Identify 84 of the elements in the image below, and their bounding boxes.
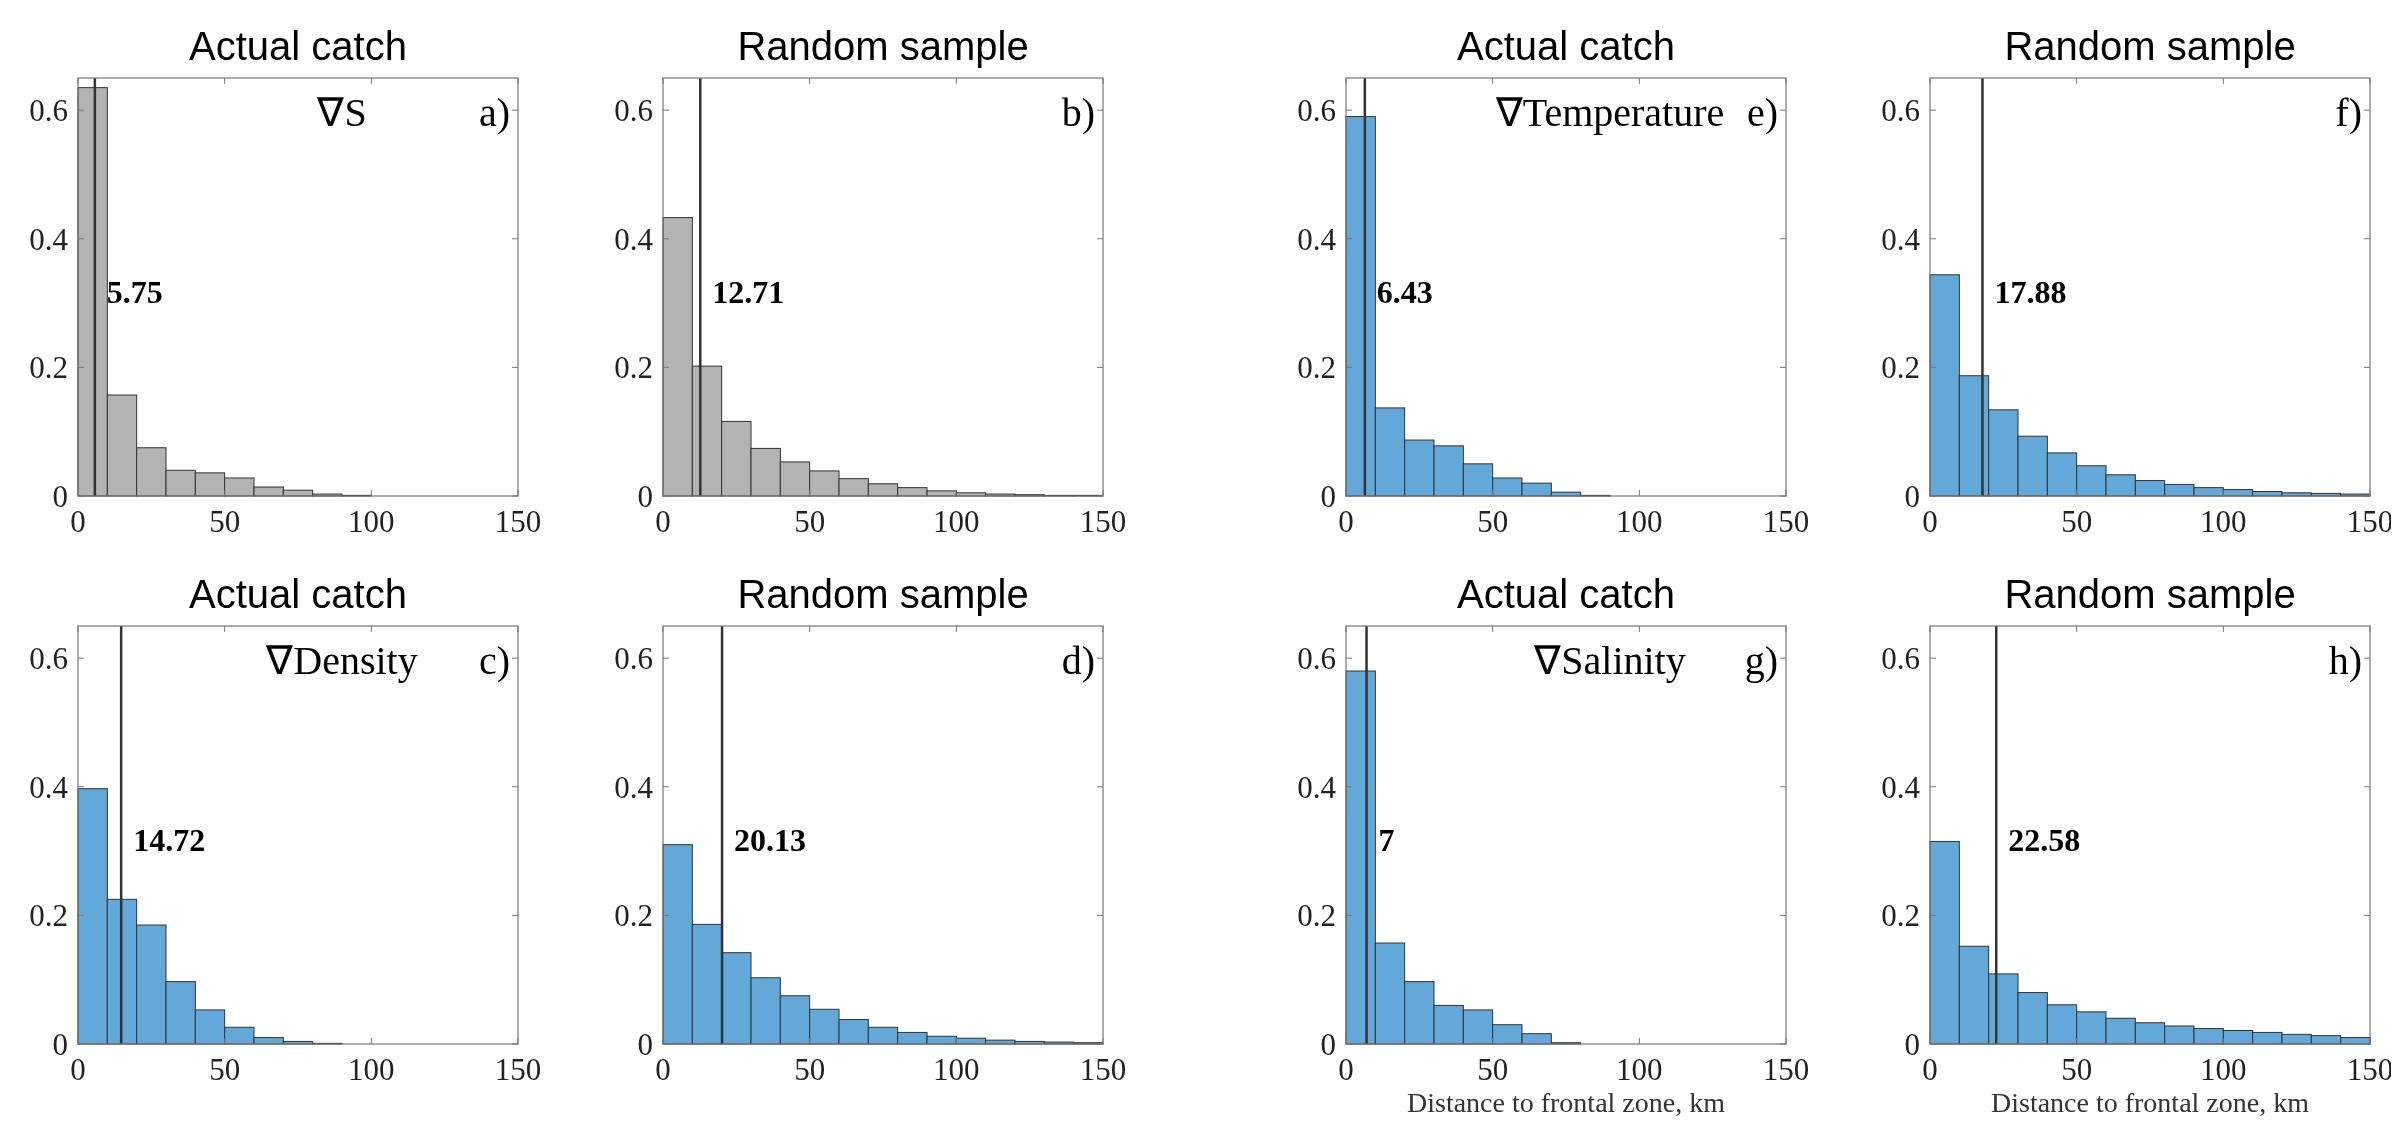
y-tick-label: 0.2 [1297,350,1336,386]
y-tick-label: 0.4 [1297,769,1337,805]
y-tick-label: 0.2 [29,350,68,386]
x-axis-title: Distance to frontal zone, km [1990,1087,2310,1118]
annotation: a) [478,90,510,135]
y-tick-label: 0.6 [1297,93,1336,128]
y-tick-label: 0 [52,1026,68,1062]
annotation: ∇Salinity [1533,638,1686,683]
annotation: ∇Density [265,638,418,683]
annotation: e) [1746,90,1778,135]
x-tick-label: 150 [1762,1052,1810,1087]
x-tick-label: 150 [494,1052,542,1087]
ref-line-label: 20.13 [734,822,807,859]
y-tick-label: 0.2 [1881,898,1920,934]
y-tick-label: 0 [1904,1026,1920,1062]
x-tick-label: 50 [794,504,826,539]
y-tick-label: 0.4 [614,221,654,257]
chart-title: Actual catch [189,24,407,68]
chart-title: Actual catch [1457,572,1675,616]
x-tick-label: 150 [1762,504,1810,539]
y-tick-label: 0.2 [1881,350,1920,386]
x-tick-label: 50 [209,1052,241,1087]
y-tick-label: 0 [637,478,653,514]
ref-line-label: 7 [1378,822,1395,859]
chart-title: Random sample [737,24,1029,68]
x-tick-label: 50 [209,504,241,539]
y-tick-label: 0.6 [29,641,68,676]
x-tick-label: 150 [1079,504,1127,539]
x-tick-label: 100 [2200,1052,2247,1087]
y-tick-label: 0.6 [1297,641,1336,676]
chart-title: Random sample [2004,572,2296,616]
y-tick-label: 0.6 [1881,641,1920,676]
x-tick-label: 50 [794,1052,826,1087]
y-tick-label: 0.6 [1881,93,1920,128]
y-tick-label: 0.4 [1881,221,1921,257]
ref-line-label: 5.75 [106,274,163,311]
y-tick-label: 0 [1320,478,1336,514]
y-tick-label: 0.4 [1881,769,1921,805]
y-tick-label: 0.4 [29,769,69,805]
x-axis-title: Distance to frontal zone, km [1406,1087,1726,1118]
annotation: ∇Temperature [1494,90,1725,135]
chart-title: Random sample [2004,24,2296,68]
chart-title: Actual catch [189,572,407,616]
annotation: f) [2335,90,2362,135]
chart-title: Random sample [737,572,1029,616]
y-tick-label: 0 [1904,478,1920,514]
annotation: h) [2328,638,2362,683]
y-tick-label: 0.4 [614,769,654,805]
y-tick-label: 0.6 [614,93,653,128]
y-tick-label: 0 [1320,1026,1336,1062]
x-tick-label: 100 [348,1052,395,1087]
x-tick-label: 100 [933,504,980,539]
y-tick-label: 0.6 [614,641,653,676]
x-tick-label: 100 [1616,1052,1663,1087]
annotation: b) [1061,90,1095,135]
y-tick-label: 0.2 [1297,898,1336,934]
y-tick-label: 0.4 [29,221,69,257]
y-tick-label: 0.6 [29,93,68,128]
y-tick-label: 0.2 [614,350,653,386]
x-tick-label: 150 [494,504,542,539]
y-tick-label: 0 [52,478,68,514]
annotation: ∇S [316,90,367,135]
chart-title: Actual catch [1457,24,1675,68]
ref-line-label: 22.58 [2008,822,2081,859]
x-tick-label: 50 [1477,1052,1509,1087]
x-tick-label: 100 [1616,504,1663,539]
ref-line-label: 14.72 [133,822,206,859]
y-tick-label: 0.2 [614,898,653,934]
y-tick-label: 0.4 [1297,221,1337,257]
annotation: c) [478,638,510,683]
x-tick-label: 50 [2061,1052,2093,1087]
annotation: d) [1061,638,1095,683]
x-tick-label: 150 [1079,1052,1127,1087]
x-tick-label: 100 [2200,504,2247,539]
x-tick-label: 100 [933,1052,980,1087]
y-tick-label: 0 [637,1026,653,1062]
ref-line-label: 12.71 [712,274,785,311]
ref-line-label: 6.43 [1376,274,1433,311]
x-tick-label: 100 [348,504,395,539]
ref-line-label: 17.88 [1994,274,2067,311]
x-tick-label: 50 [1477,504,1509,539]
annotation: g) [1744,638,1778,683]
y-tick-label: 0.2 [29,898,68,934]
x-tick-label: 50 [2061,504,2093,539]
